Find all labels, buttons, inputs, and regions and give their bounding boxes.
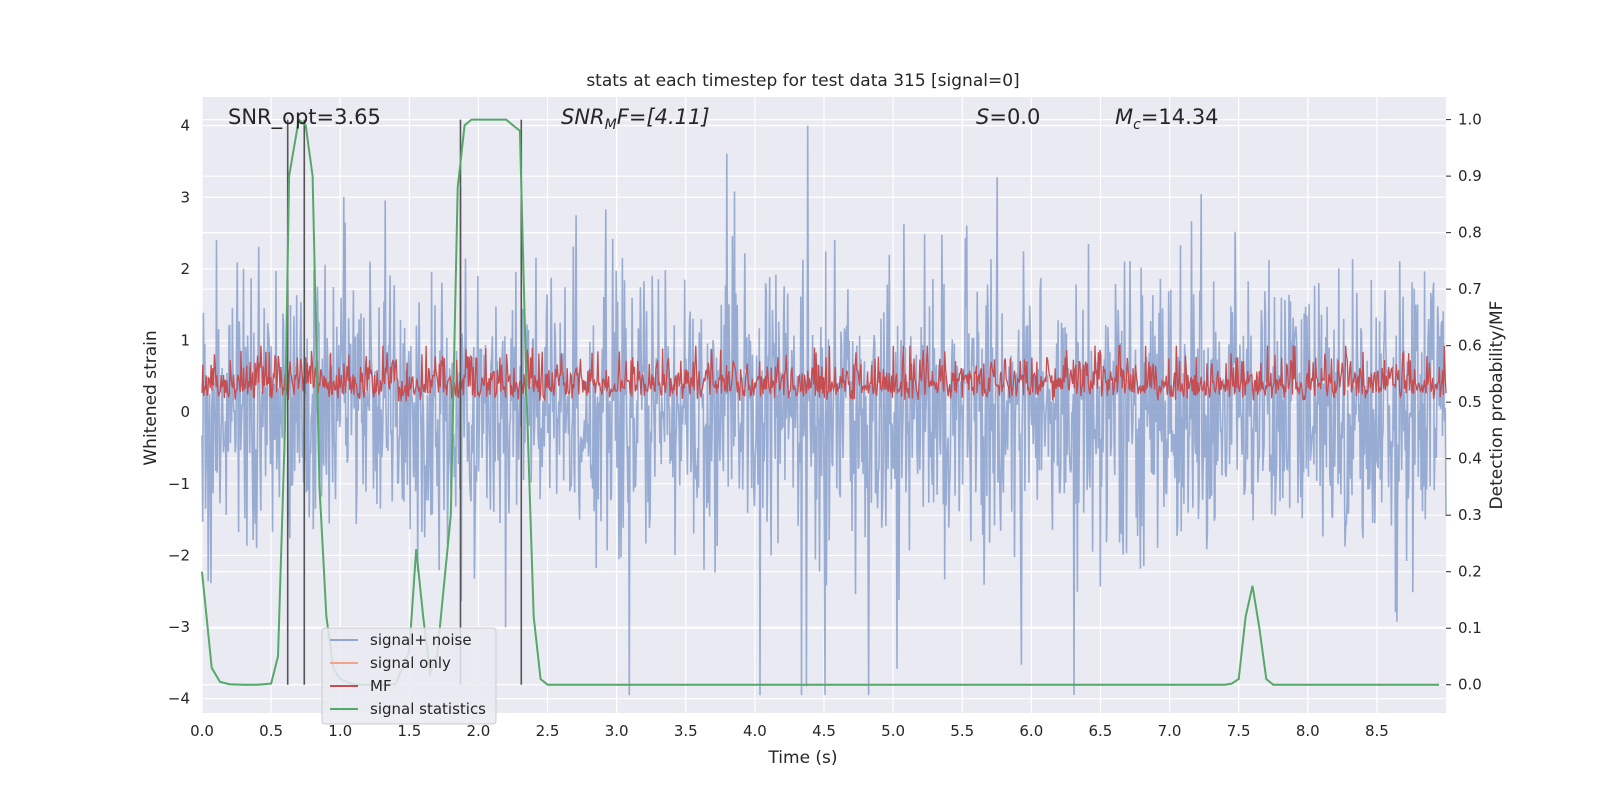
x-tick-label: 7.0 <box>1158 722 1182 740</box>
y-tick-label-right: 0.5 <box>1458 393 1482 411</box>
annotation-snr-opt: SNR_opt=3.65 <box>228 105 381 130</box>
y-axis-label-right: Detection probability/MF <box>1487 301 1507 510</box>
s-value: =0.0 <box>989 105 1040 129</box>
y-tick-label-right: 0.9 <box>1458 167 1482 185</box>
y-tick-label-left: 4 <box>180 117 190 135</box>
x-tick-label: 2.0 <box>467 722 491 740</box>
x-tick-label: 2.5 <box>536 722 560 740</box>
x-axis-label: Time (s) <box>767 748 837 768</box>
y-tick-label-left: 0 <box>180 403 190 421</box>
x-tick-label: 3.0 <box>605 722 629 740</box>
x-tick-label: 4.0 <box>743 722 767 740</box>
y-tick-label-right: 0.1 <box>1458 619 1482 637</box>
y-tick-label-right: 0.2 <box>1458 563 1482 581</box>
x-tick-label: 0.5 <box>259 722 283 740</box>
series-mf <box>201 344 1447 402</box>
y-axis-label-left: Whitened strain <box>141 330 161 465</box>
x-tick-label: 7.5 <box>1227 722 1251 740</box>
legend-box <box>321 627 497 725</box>
x-tick-label: 4.5 <box>812 722 836 740</box>
mc-base: M <box>1115 105 1133 129</box>
x-tick-label: 6.5 <box>1089 722 1113 740</box>
x-tick-label: 6.0 <box>1019 722 1043 740</box>
y-tick-label-right: 0.6 <box>1458 337 1482 355</box>
y-tick-label-left: 1 <box>180 332 190 350</box>
ticks: 0.0 0.5 1.0 1.5 2.0 2.5 3.0 3.5 4.0 4.5 5.0 5.5 6.0 6… <box>168 111 1482 740</box>
legend-label-signal-statistics: signal statistics <box>370 700 486 718</box>
signal-statistics-line <box>201 117 1440 686</box>
mc-value: =14.34 <box>1141 105 1219 129</box>
y-tick-label-right: 0.0 <box>1458 676 1482 694</box>
snr-mf-sub: M <box>605 117 617 133</box>
x-tick-label: 1.5 <box>397 722 421 740</box>
annotation-mc: Mc=14.34 <box>1115 105 1219 133</box>
y-tick-label-left: 2 <box>180 260 190 278</box>
x-tick-label: 5.5 <box>950 722 974 740</box>
y-tick-label-right: 0.7 <box>1458 280 1482 298</box>
x-tick-label: 3.5 <box>674 722 698 740</box>
y-tick-label-left: 3 <box>180 188 190 206</box>
snr-mf-rest: F=[4.11] <box>617 105 710 129</box>
snr-mf-base: SNR <box>561 105 605 129</box>
y-tick-label-left: −4 <box>168 690 190 708</box>
legend-label-mf: MF <box>370 677 392 695</box>
y-tick-label-left: −2 <box>168 546 190 564</box>
annotation-snr-mf: SNRMF=[4.11] <box>561 105 710 133</box>
x-tick-label: 8.5 <box>1365 722 1389 740</box>
s-label: S <box>976 105 989 129</box>
series-signal-statistics <box>201 117 1440 686</box>
legend-label-signal-only: signal only <box>370 654 451 672</box>
annotation-s: S=0.0 <box>976 105 1040 129</box>
x-tick-label: 8.0 <box>1296 722 1320 740</box>
mc-sub: c <box>1133 117 1141 133</box>
y-tick-label-right: 0.8 <box>1458 224 1482 242</box>
legend: signal+ noise signal only MF signal stat… <box>321 627 497 725</box>
x-tick-label: 1.0 <box>328 722 352 740</box>
x-tick-label: 0.0 <box>190 722 214 740</box>
chart-title: stats at each timestep for test data 315… <box>586 71 1019 91</box>
y-tick-label-right: 1.0 <box>1458 111 1482 129</box>
x-tick-label: 5.0 <box>881 722 905 740</box>
legend-label-signal-noise: signal+ noise <box>370 631 472 649</box>
y-tick-label-right: 0.4 <box>1458 450 1482 468</box>
y-tick-label-right: 0.3 <box>1458 506 1482 524</box>
mf-line <box>201 344 1447 402</box>
y-tick-label-left: −1 <box>168 475 190 493</box>
y-tick-label-left: −3 <box>168 618 190 636</box>
